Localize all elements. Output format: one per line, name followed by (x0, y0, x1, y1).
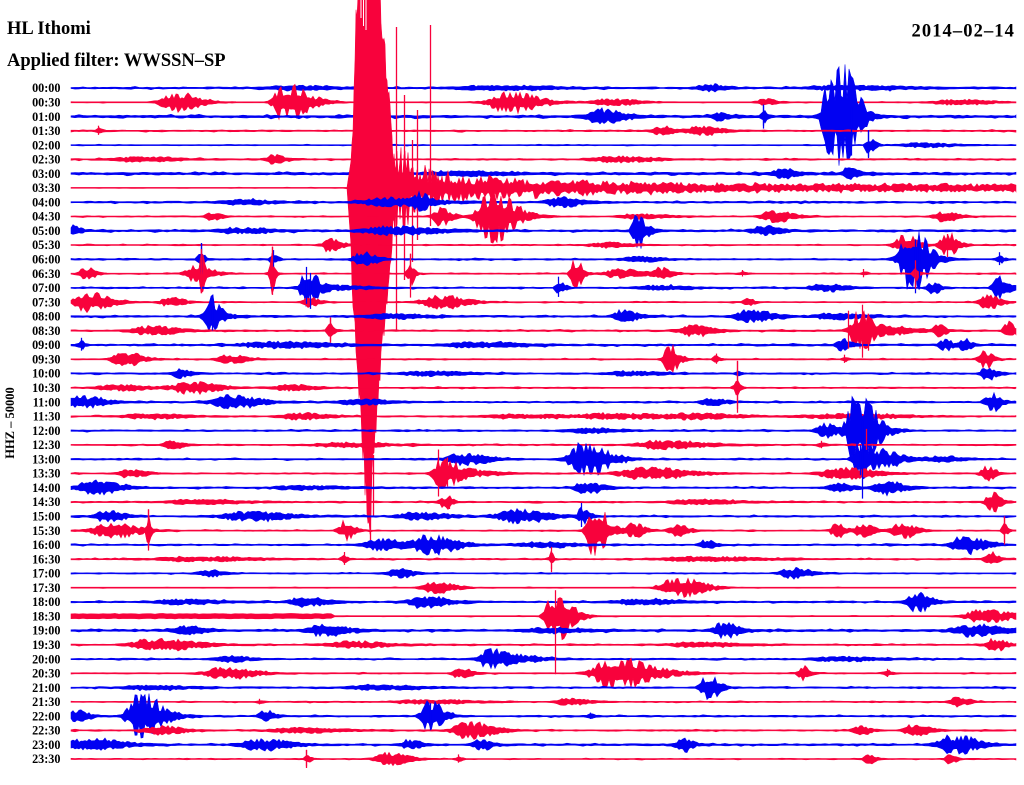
svg-text:21:30: 21:30 (32, 695, 60, 709)
svg-text:18:30: 18:30 (32, 609, 60, 623)
svg-text:06:30: 06:30 (32, 267, 60, 281)
svg-text:04:30: 04:30 (32, 210, 60, 224)
svg-text:Applied filter: WWSSN–SP: Applied filter: WWSSN–SP (7, 51, 226, 71)
svg-text:14:00: 14:00 (32, 481, 60, 495)
svg-text:17:30: 17:30 (32, 581, 60, 595)
svg-text:23:00: 23:00 (32, 738, 60, 752)
svg-text:01:00: 01:00 (32, 110, 60, 124)
svg-text:02:30: 02:30 (32, 153, 60, 167)
svg-text:09:30: 09:30 (32, 353, 60, 367)
svg-text:22:00: 22:00 (32, 709, 60, 723)
svg-text:04:00: 04:00 (32, 195, 60, 209)
svg-text:14:30: 14:30 (32, 495, 60, 509)
svg-text:05:00: 05:00 (32, 224, 60, 238)
svg-text:20:00: 20:00 (32, 652, 60, 666)
svg-text:15:00: 15:00 (32, 510, 60, 524)
svg-text:16:30: 16:30 (32, 552, 60, 566)
svg-text:HHZ – 50000: HHZ – 50000 (3, 387, 17, 459)
svg-text:21:00: 21:00 (32, 681, 60, 695)
svg-text:10:00: 10:00 (32, 367, 60, 381)
svg-text:2014–02–14: 2014–02–14 (912, 22, 1016, 42)
svg-text:03:00: 03:00 (32, 167, 60, 181)
svg-text:18:00: 18:00 (32, 595, 60, 609)
svg-text:08:00: 08:00 (32, 310, 60, 324)
svg-text:01:30: 01:30 (32, 124, 60, 138)
svg-text:HL Ithomi: HL Ithomi (7, 19, 91, 39)
svg-text:11:30: 11:30 (33, 410, 61, 424)
svg-text:16:00: 16:00 (32, 538, 60, 552)
svg-text:09:00: 09:00 (32, 338, 60, 352)
svg-text:15:30: 15:30 (32, 524, 60, 538)
svg-text:02:00: 02:00 (32, 138, 60, 152)
svg-text:11:00: 11:00 (33, 395, 61, 409)
svg-text:13:30: 13:30 (32, 467, 60, 481)
svg-text:12:30: 12:30 (32, 438, 60, 452)
svg-text:13:00: 13:00 (32, 452, 60, 466)
svg-text:08:30: 08:30 (32, 324, 60, 338)
svg-text:00:30: 00:30 (32, 96, 60, 110)
svg-text:19:30: 19:30 (32, 638, 60, 652)
svg-text:20:30: 20:30 (32, 667, 60, 681)
svg-text:19:00: 19:00 (32, 624, 60, 638)
svg-text:03:30: 03:30 (32, 181, 60, 195)
svg-text:07:00: 07:00 (32, 281, 60, 295)
svg-text:22:30: 22:30 (32, 724, 60, 738)
svg-text:10:30: 10:30 (32, 381, 60, 395)
svg-text:05:30: 05:30 (32, 238, 60, 252)
svg-text:12:00: 12:00 (32, 424, 60, 438)
svg-text:00:00: 00:00 (32, 81, 60, 95)
svg-text:07:30: 07:30 (32, 295, 60, 309)
svg-text:17:00: 17:00 (32, 567, 60, 581)
svg-text:23:30: 23:30 (32, 752, 60, 766)
svg-text:06:00: 06:00 (32, 253, 60, 267)
